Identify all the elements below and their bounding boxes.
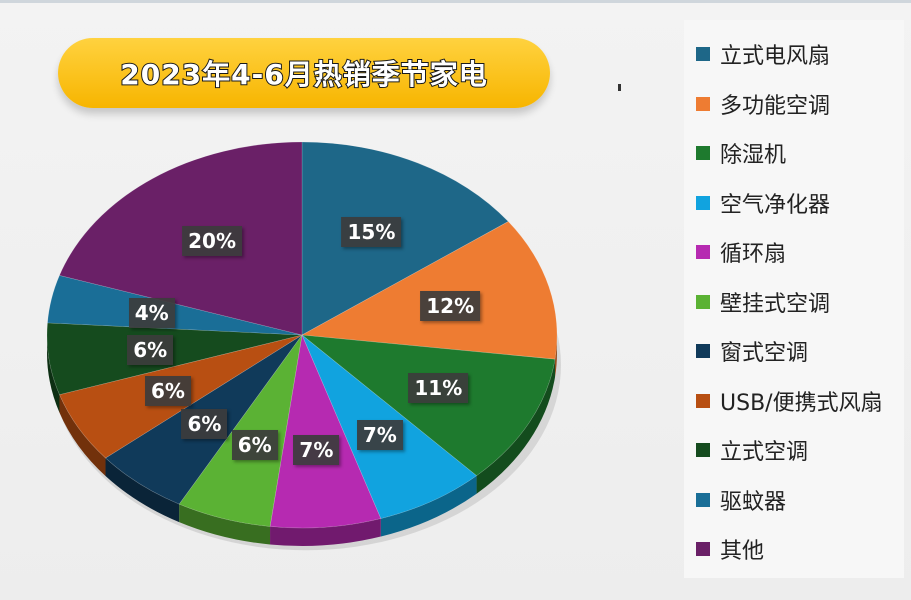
pie-slice-1	[301, 141, 509, 336]
legend-item: 壁挂式空调	[696, 287, 830, 317]
legend-swatch	[696, 492, 710, 507]
legend-item: 窗式空调	[696, 336, 808, 366]
legend-label: 驱蚊器	[720, 489, 787, 515]
legend-swatch	[696, 146, 710, 160]
data-label-6: 6%	[231, 430, 278, 461]
legend-swatch	[696, 195, 710, 210]
legend-item: 立式空调	[696, 435, 808, 465]
pie-slice-side-6	[179, 504, 271, 545]
legend-item: 循环扇	[696, 237, 786, 267]
legend-swatch	[696, 393, 710, 408]
legend-label: 空气净化器	[720, 192, 831, 218]
legend-item: 驱蚊器	[696, 485, 786, 515]
legend-item: 多功能空调	[696, 89, 830, 119]
pie-slice-side-8	[59, 394, 106, 477]
data-label-10: 4%	[128, 298, 175, 329]
pie-slice-side-7	[105, 458, 180, 523]
data-label-11: 20%	[182, 226, 242, 257]
data-label-7: 6%	[181, 409, 228, 440]
legend: 立式电风扇多功能空调除湿机空气净化器循环扇壁挂式空调窗式空调 USB/便携式风扇立…	[684, 20, 904, 578]
pie-slice-3	[301, 334, 556, 477]
pie-slice-2	[301, 221, 558, 360]
legend-label: 窗式空调	[720, 341, 809, 366]
pie-slice-10	[47, 275, 303, 336]
pie-slice-9	[46, 322, 303, 395]
legend-label: 多功能空调	[720, 93, 831, 119]
pie-slice-11	[59, 141, 303, 336]
legend-label: 循环扇	[720, 242, 787, 267]
legend-item: USB/便携式风扇	[696, 386, 883, 416]
data-label-9: 6%	[127, 334, 174, 365]
pie-slice-side-3	[476, 359, 555, 494]
legend-swatch	[696, 443, 710, 457]
pie-slice-5	[269, 333, 382, 529]
data-label-3: 11%	[408, 372, 469, 403]
data-label-8: 6%	[144, 375, 191, 406]
legend-swatch	[696, 542, 710, 556]
title-banner: 2023年4-6月热销季节家电	[58, 38, 550, 108]
legend-label: 立式电风扇	[720, 44, 831, 69]
pie-slice-side-9	[47, 335, 60, 413]
data-label-1: 15%	[341, 216, 402, 247]
legend-swatch	[696, 344, 710, 358]
pie-slice-side-5	[270, 518, 381, 546]
pie-chart	[46, 141, 561, 551]
legend-label: 立式空调	[720, 440, 809, 465]
legend-item: 立式电风扇	[696, 39, 830, 69]
legend-label: 壁挂式空调	[720, 291, 831, 317]
data-label-4: 7%	[356, 419, 403, 450]
legend-item: 除湿机	[696, 138, 786, 168]
pie-slice-side-4	[380, 475, 477, 537]
legend-label: 其他	[720, 539, 765, 564]
legend-swatch	[696, 96, 710, 111]
data-label-5: 7%	[293, 435, 340, 466]
legend-label: USB/便携式风扇	[720, 390, 883, 416]
legend-label: 除湿机	[720, 143, 787, 168]
pie-slice-side-2	[554, 335, 557, 378]
data-label-2: 12%	[420, 291, 481, 322]
legend-swatch	[696, 245, 710, 259]
legend-item: 其他	[696, 534, 764, 564]
chart-title: 2023年4-6月热销季节家电	[119, 57, 488, 92]
top-border	[0, 0, 911, 3]
small-mark	[618, 84, 621, 91]
legend-swatch	[696, 294, 710, 309]
legend-item: 空气净化器	[696, 188, 830, 218]
legend-swatch	[696, 47, 710, 61]
